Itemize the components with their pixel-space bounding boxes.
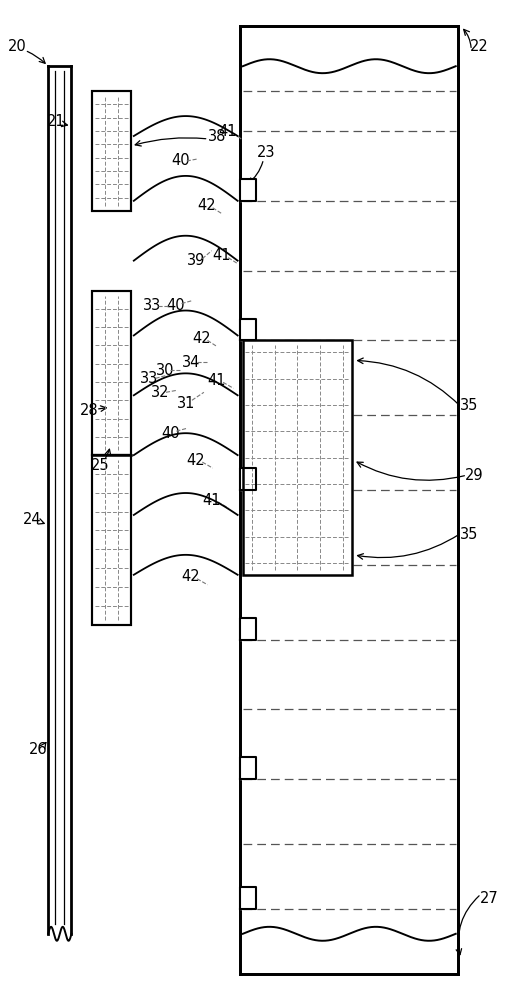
Text: 30: 30 bbox=[156, 363, 174, 378]
Text: 42: 42 bbox=[187, 453, 206, 468]
Text: 28: 28 bbox=[80, 403, 99, 418]
Text: 42: 42 bbox=[197, 198, 216, 213]
Polygon shape bbox=[240, 468, 256, 490]
Text: 35: 35 bbox=[459, 398, 478, 413]
Text: 42: 42 bbox=[182, 569, 200, 584]
Text: 40: 40 bbox=[166, 298, 185, 313]
Text: 40: 40 bbox=[171, 153, 190, 168]
Bar bbox=[92, 455, 131, 625]
Text: 31: 31 bbox=[176, 396, 195, 411]
Text: 40: 40 bbox=[161, 426, 180, 441]
Bar bbox=[92, 291, 131, 455]
Polygon shape bbox=[240, 618, 256, 640]
Text: 32: 32 bbox=[150, 385, 169, 400]
Text: 20: 20 bbox=[8, 39, 26, 54]
Text: 29: 29 bbox=[465, 468, 483, 483]
Bar bbox=[243, 340, 352, 575]
Bar bbox=[240, 26, 458, 974]
Text: 41: 41 bbox=[203, 493, 221, 508]
Polygon shape bbox=[240, 179, 256, 201]
Polygon shape bbox=[240, 757, 256, 779]
Bar bbox=[243, 340, 352, 575]
Text: 39: 39 bbox=[187, 253, 205, 268]
Polygon shape bbox=[240, 887, 256, 909]
Text: 33: 33 bbox=[140, 371, 159, 386]
Text: 41: 41 bbox=[213, 248, 231, 263]
Text: 21: 21 bbox=[46, 114, 65, 129]
Text: 41: 41 bbox=[208, 373, 226, 388]
Text: 24: 24 bbox=[23, 512, 42, 527]
Text: 27: 27 bbox=[480, 891, 499, 906]
Text: 26: 26 bbox=[28, 742, 47, 757]
Text: 42: 42 bbox=[192, 331, 210, 346]
Polygon shape bbox=[240, 319, 256, 340]
Text: 41: 41 bbox=[218, 124, 236, 139]
Text: 33: 33 bbox=[143, 298, 161, 313]
Bar bbox=[240, 26, 458, 974]
Text: 23: 23 bbox=[257, 145, 276, 160]
Text: 34: 34 bbox=[182, 355, 200, 370]
Bar bbox=[92, 91, 131, 211]
Bar bbox=[92, 91, 131, 211]
Text: 38: 38 bbox=[208, 129, 226, 144]
Text: 22: 22 bbox=[470, 39, 489, 54]
Bar bbox=[92, 291, 131, 455]
Text: 35: 35 bbox=[459, 527, 478, 542]
Text: 25: 25 bbox=[91, 458, 109, 473]
Bar bbox=[92, 455, 131, 625]
